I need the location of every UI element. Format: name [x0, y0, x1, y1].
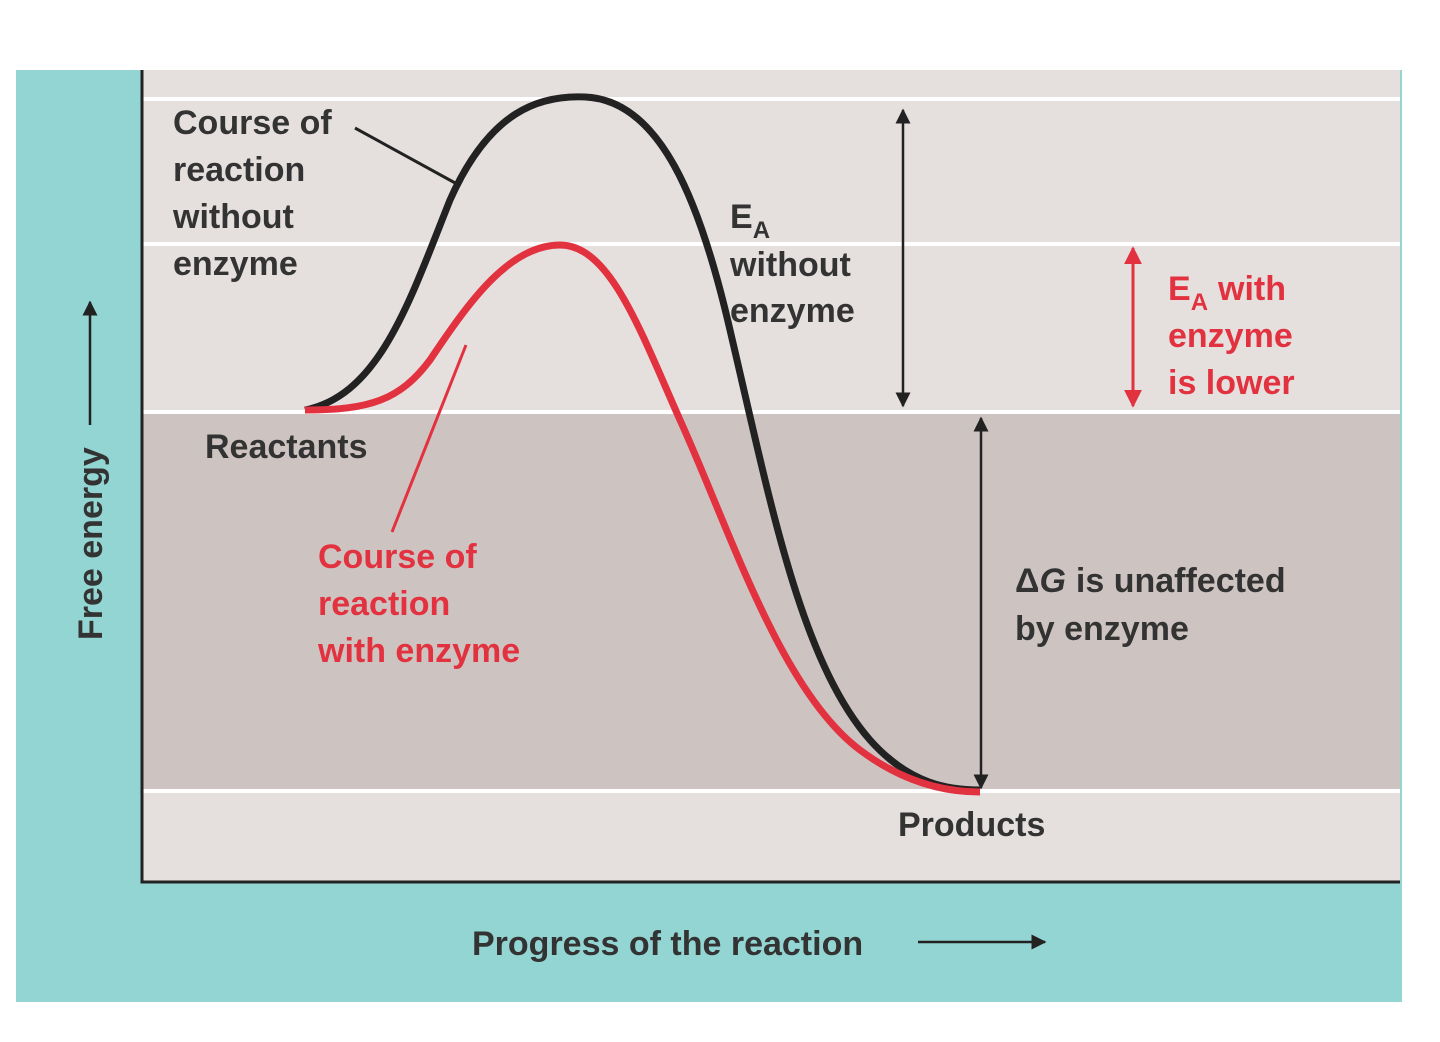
rest: is unaffected: [1076, 562, 1286, 600]
delta-g-label: ΔG is unaffected: [1015, 562, 1286, 600]
label-line: with enzyme: [317, 632, 520, 670]
label-line: Course of: [318, 538, 477, 576]
delta-g-line: by enzyme: [1015, 610, 1189, 648]
curve-without-enzyme: [304, 93, 981, 794]
subscript: A: [753, 217, 770, 244]
ea-with-label: EA with: [1168, 270, 1286, 316]
symbol: E: [1168, 270, 1191, 308]
ea-without-label: EA: [730, 198, 770, 244]
label-line: enzyme: [173, 245, 298, 283]
variable: G: [1039, 562, 1065, 600]
curve-with-enzyme: [304, 241, 981, 796]
label-line: without: [172, 198, 294, 236]
label-line: reaction: [173, 151, 305, 189]
catalyzed-label: Course of reaction with enzyme: [317, 538, 520, 670]
band-lower: [142, 790, 1400, 882]
ea-with-line: enzyme: [1168, 317, 1293, 355]
y-axis-label: Free energy: [72, 447, 110, 640]
band-upper: [142, 70, 1400, 412]
symbol: Δ: [1015, 562, 1039, 600]
axes: [140, 70, 1400, 884]
x-axis-label: Progress of the reaction: [472, 925, 863, 963]
ea-with-line: is lower: [1168, 364, 1295, 402]
ea-without-line: without: [729, 246, 851, 284]
pointer: [354, 126, 458, 186]
ea-without-line: enzyme: [730, 292, 855, 330]
suffix: with: [1217, 270, 1286, 308]
uncatalyzed-label: Course of reaction without enzyme: [172, 104, 332, 283]
level-lines: [142, 97, 1400, 793]
symbol: E: [730, 198, 753, 236]
products-label: Products: [898, 806, 1045, 844]
label-line: reaction: [318, 585, 450, 623]
pointer: [390, 344, 468, 533]
subscript: A: [1191, 289, 1208, 316]
band-middle: [142, 412, 1400, 790]
reactants-label: Reactants: [205, 428, 368, 466]
label-line: Course of: [173, 104, 332, 142]
